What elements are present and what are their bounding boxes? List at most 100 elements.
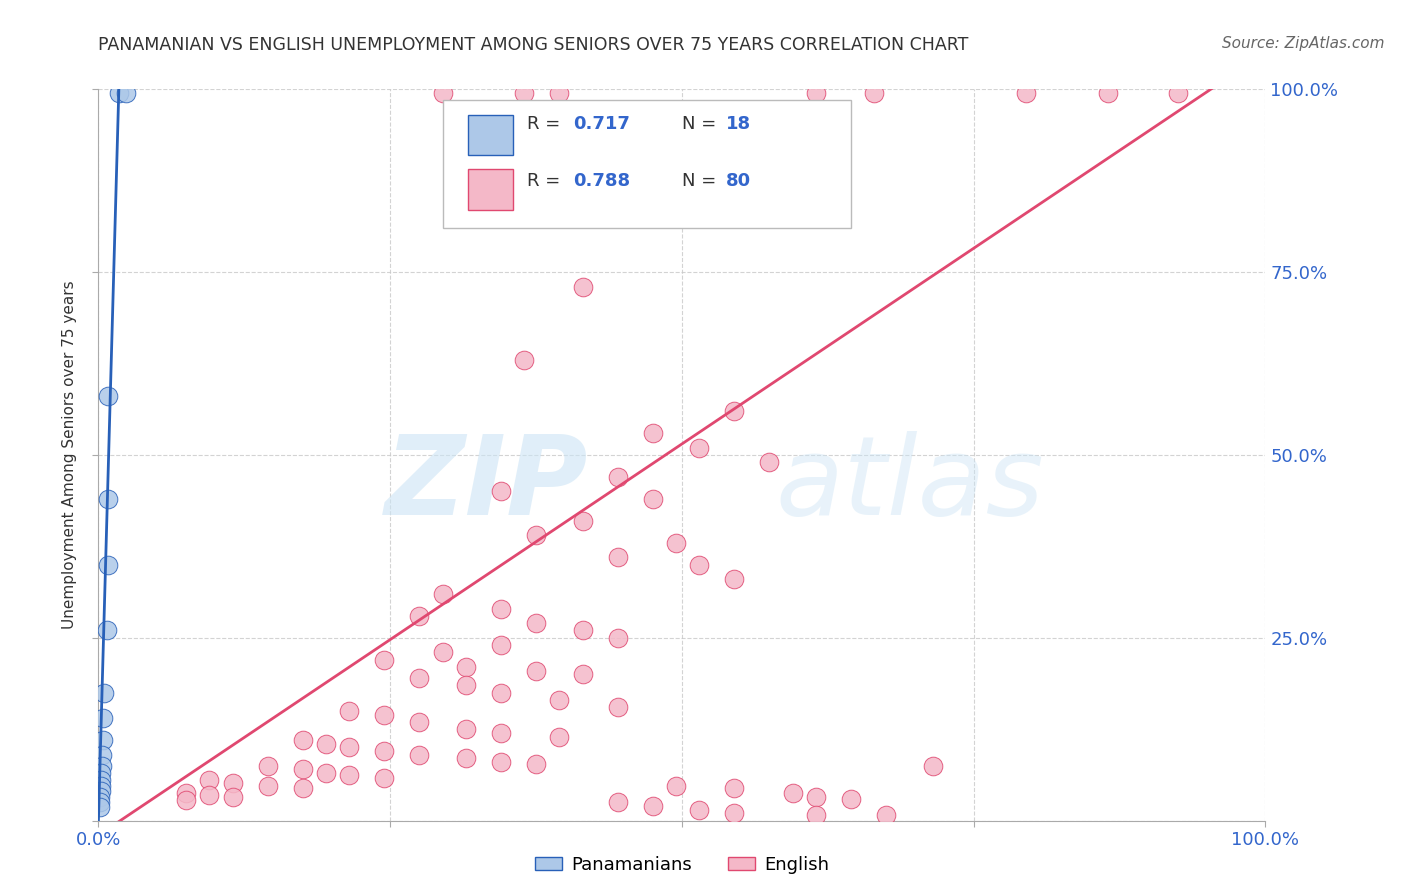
Point (221, 775, 243, 789)
Point (337, 704, 360, 718)
Point (291, 780, 314, 795)
Point (291, 763, 314, 777)
Point (408, 747, 430, 762)
Point (513, 352, 536, 367)
Point (91, 733, 114, 747)
Point (571, 279, 593, 293)
Point (89, 790, 111, 805)
Point (90, 766, 112, 780)
Point (606, 700, 628, 714)
Point (641, 425, 664, 440)
Point (723, 806, 745, 821)
Point (90, 773, 112, 788)
Point (606, 470, 628, 484)
Point (97, 389, 120, 403)
Point (758, 455, 780, 469)
Point (256, 758, 278, 772)
Point (782, 786, 804, 800)
Point (90, 747, 112, 762)
Point (96, 624, 118, 638)
Point (198, 788, 221, 802)
Point (89, 796, 111, 810)
Text: PANAMANIAN VS ENGLISH UNEMPLOYMENT AMONG SENIORS OVER 75 YEARS CORRELATION CHART: PANAMANIAN VS ENGLISH UNEMPLOYMENT AMONG… (98, 36, 969, 54)
Text: 0.788: 0.788 (574, 172, 630, 190)
Point (489, 755, 512, 769)
Point (337, 768, 360, 782)
Point (688, 803, 710, 817)
Point (839, 791, 862, 805)
Point (641, 491, 664, 506)
Point (804, 790, 827, 805)
Point (256, 779, 278, 793)
Point (408, 608, 430, 623)
Point (291, 733, 314, 747)
Point (665, 779, 688, 793)
Point (408, 714, 430, 729)
Point (921, 758, 943, 772)
FancyBboxPatch shape (443, 100, 851, 228)
Point (606, 631, 628, 645)
Point (432, 645, 454, 659)
FancyBboxPatch shape (468, 169, 513, 210)
Point (90, 779, 112, 793)
Point (337, 740, 360, 755)
Point (1167, 86, 1189, 100)
Point (97, 491, 120, 506)
Point (548, 693, 571, 707)
Point (90, 758, 112, 772)
Text: ZIP: ZIP (385, 431, 589, 538)
Point (373, 744, 395, 758)
Text: 0.717: 0.717 (574, 115, 630, 134)
Point (89, 800, 111, 814)
Point (489, 484, 512, 499)
Point (489, 686, 512, 700)
Text: N =: N = (682, 172, 716, 190)
Point (571, 514, 593, 528)
Point (513, 86, 536, 100)
Point (571, 624, 593, 638)
Point (723, 404, 745, 418)
Point (198, 773, 221, 788)
Text: atlas: atlas (775, 431, 1043, 538)
Point (108, 86, 131, 100)
Point (489, 638, 512, 652)
Point (174, 793, 197, 807)
Point (875, 807, 897, 822)
Point (454, 723, 477, 737)
Point (804, 86, 827, 100)
Point (1097, 86, 1119, 100)
Y-axis label: Unemployment Among Seniors over 75 years: Unemployment Among Seniors over 75 years (62, 281, 77, 629)
Point (548, 730, 571, 744)
Point (641, 799, 664, 814)
Text: R =: R = (527, 172, 560, 190)
Point (221, 790, 243, 805)
Text: 18: 18 (727, 115, 751, 134)
Point (548, 86, 571, 100)
Point (804, 807, 827, 822)
Point (315, 766, 337, 780)
Text: Source: ZipAtlas.com: Source: ZipAtlas.com (1222, 36, 1385, 51)
Point (432, 587, 454, 601)
Point (524, 756, 547, 771)
Text: N =: N = (682, 115, 716, 134)
Point (90, 784, 112, 798)
Point (373, 771, 395, 785)
Point (723, 572, 745, 586)
Point (524, 664, 547, 678)
Point (1015, 86, 1038, 100)
Point (373, 653, 395, 667)
Point (408, 671, 430, 685)
Point (115, 86, 138, 100)
Point (93, 686, 115, 700)
Point (315, 737, 337, 751)
Point (524, 616, 547, 631)
Point (571, 667, 593, 681)
Legend: Panamanians, English: Panamanians, English (527, 848, 837, 881)
Text: R =: R = (527, 115, 560, 134)
Point (489, 601, 512, 615)
Point (665, 535, 688, 549)
Point (688, 441, 710, 455)
Point (97, 558, 120, 572)
FancyBboxPatch shape (468, 115, 513, 155)
Point (606, 796, 628, 810)
